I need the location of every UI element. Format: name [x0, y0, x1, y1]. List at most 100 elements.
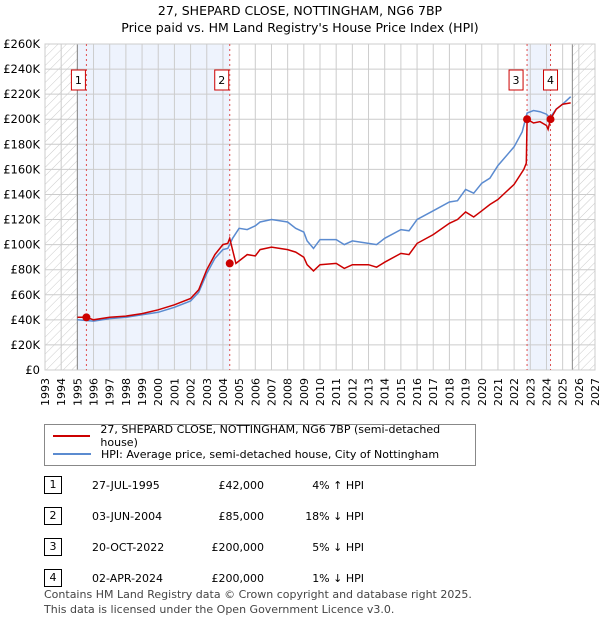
transaction-price: £200,000	[211, 541, 265, 554]
x-tick-label: 2021	[492, 378, 505, 406]
y-tick-label: £0	[25, 363, 40, 377]
transaction-row: 4 02-APR-2024 £200,000 1% ↓ HPI	[44, 569, 464, 589]
y-tick-label: £180K	[3, 137, 40, 151]
sale-point	[82, 313, 91, 322]
x-tick-label: 2018	[443, 378, 456, 406]
sale-label-box	[214, 69, 230, 91]
x-tick-label: 2009	[298, 378, 311, 406]
x-tick-label: 1997	[104, 378, 117, 406]
x-tick-label: 1998	[120, 378, 133, 406]
x-tick-label: 2008	[282, 378, 295, 406]
transaction-number: 2	[44, 507, 62, 525]
transaction-hpi-diff: 1% ↓ HPI	[312, 572, 364, 585]
transaction-date: 03-JUN-2004	[92, 510, 163, 523]
transaction-number: 1	[44, 476, 62, 494]
footer-copyright: Contains HM Land Registry data © Crown c…	[44, 588, 472, 601]
transaction-price: £85,000	[218, 510, 265, 523]
transaction-hpi-diff: 4% ↑ HPI	[312, 479, 364, 492]
transaction-date: 27-JUL-1995	[92, 479, 160, 492]
y-tick-label: £120K	[3, 213, 40, 227]
legend-swatch-blue	[53, 453, 91, 455]
x-tick-label: 2016	[411, 378, 424, 406]
y-tick-label: £140K	[3, 187, 40, 201]
x-tick-label: 2020	[476, 378, 489, 406]
sale-label: 1	[75, 74, 82, 87]
footer-licence: This data is licensed under the Open Gov…	[44, 603, 395, 616]
x-tick-label: 1999	[136, 378, 149, 406]
legend-label-hpi: HPI: Average price, semi-detached house,…	[101, 447, 440, 461]
shaded-region	[77, 44, 230, 370]
property-price-line	[77, 102, 571, 321]
x-tick-label: 1995	[71, 378, 84, 406]
transaction-number: 4	[44, 569, 62, 587]
transaction-row: 3 20-OCT-2022 £200,000 5% ↓ HPI	[44, 538, 464, 558]
x-tick-label: 2004	[217, 378, 230, 406]
transaction-number: 3	[44, 538, 62, 556]
chart-subtitle: Price paid vs. HM Land Registry's House …	[121, 20, 479, 35]
x-tick-label: 2027	[589, 378, 600, 406]
sale-point	[546, 115, 555, 124]
legend-label-property: 27, SHEPARD CLOSE, NOTTINGHAM, NG6 7BP (…	[100, 423, 441, 449]
transaction-hpi-diff: 18% ↓ HPI	[305, 510, 364, 523]
legend-swatch-red	[53, 435, 91, 437]
transaction-price: £200,000	[211, 572, 265, 585]
x-tick-label: 2010	[314, 378, 327, 406]
x-tick-label: 2015	[395, 378, 408, 406]
shaded-region	[527, 44, 551, 370]
x-tick-label: 2005	[233, 378, 246, 406]
x-tick-label: 2014	[379, 378, 392, 406]
transaction-date: 02-APR-2024	[92, 572, 164, 585]
y-tick-label: £100K	[3, 238, 40, 252]
x-tick-label: 2013	[363, 378, 376, 406]
sale-point	[225, 259, 234, 268]
y-tick-label: £200K	[3, 112, 40, 126]
transaction-hpi-diff: 5% ↓ HPI	[312, 541, 364, 554]
hatched-region	[572, 44, 595, 370]
price-chart: 1993 1994 1995 1996 1997 1998 1999 2000 2001 2002…	[3, 37, 600, 406]
x-tick-label: 2023	[524, 378, 537, 406]
y-tick-label: £20K	[11, 338, 41, 352]
y-tick-label: £40K	[11, 313, 41, 327]
x-tick-label: 2006	[249, 378, 262, 406]
y-tick-label: £220K	[3, 87, 40, 101]
x-tick-label: 2001	[168, 378, 181, 406]
x-tick-label: 2022	[508, 378, 521, 406]
x-tick-label: 2025	[557, 378, 570, 406]
y-tick-label: £260K	[3, 37, 40, 51]
y-tick-label: £80K	[11, 263, 41, 277]
x-tick-label: 2024	[540, 378, 553, 406]
y-tick-label: £60K	[11, 288, 41, 302]
transaction-price: £42,000	[218, 479, 265, 492]
hpi-line	[77, 96, 572, 322]
sale-label-box	[70, 69, 86, 91]
y-tick-label: £240K	[3, 62, 40, 76]
legend-item-hpi: HPI: Average price, semi-detached house,…	[53, 447, 439, 461]
legend-item-property: 27, SHEPARD CLOSE, NOTTINGHAM, NG6 7BP (…	[53, 423, 475, 449]
sale-label-box	[543, 69, 559, 91]
x-tick-label: 2011	[330, 378, 343, 406]
x-tick-label: 2012	[346, 378, 359, 406]
x-tick-label: 2007	[265, 378, 278, 406]
x-tick-label: 2017	[427, 378, 440, 406]
sale-point	[523, 115, 532, 124]
sale-label: 2	[218, 74, 225, 87]
sale-label: 3	[513, 74, 520, 87]
transaction-row: 2 03-JUN-2004 £85,000 18% ↓ HPI	[44, 507, 464, 527]
x-tick-label: 1993	[39, 378, 52, 406]
plot-border	[44, 43, 596, 371]
chart-title: 27, SHEPARD CLOSE, NOTTINGHAM, NG6 7BP	[157, 3, 443, 18]
x-tick-label: 1996	[88, 378, 101, 406]
x-tick-label: 2003	[201, 378, 214, 406]
x-tick-label: 2002	[185, 378, 198, 406]
sale-label-box	[508, 69, 524, 91]
sale-label: 4	[547, 74, 554, 87]
legend: 27, SHEPARD CLOSE, NOTTINGHAM, NG6 7BP (…	[44, 423, 476, 466]
transaction-date: 20-OCT-2022	[92, 541, 165, 554]
transaction-row: 1 27-JUL-1995 £42,000 4% ↑ HPI	[44, 476, 464, 496]
x-tick-label: 1994	[55, 378, 68, 406]
x-tick-label: 2026	[573, 378, 586, 406]
x-tick-label: 2000	[152, 378, 165, 406]
x-tick-label: 2019	[460, 378, 473, 406]
y-tick-label: £160K	[3, 162, 40, 176]
